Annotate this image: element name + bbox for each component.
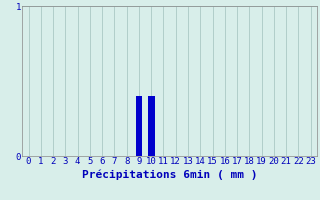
X-axis label: Précipitations 6min ( mm ): Précipitations 6min ( mm ) <box>82 169 257 180</box>
Bar <box>136 96 142 156</box>
Bar <box>148 96 155 156</box>
